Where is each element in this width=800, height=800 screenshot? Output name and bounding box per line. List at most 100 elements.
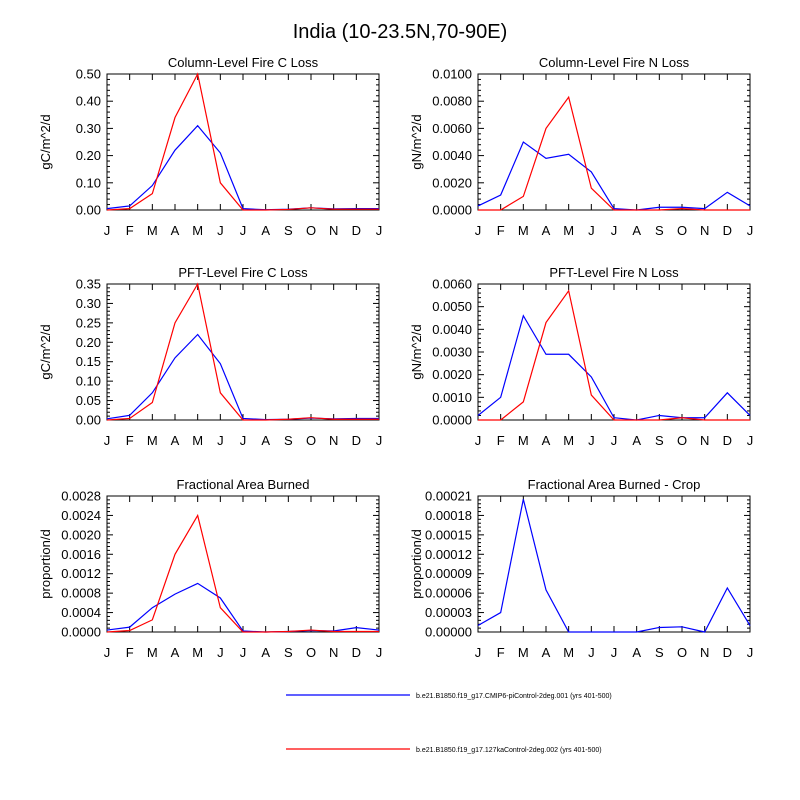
x-tick-label: F — [126, 223, 134, 238]
x-tick-label: J — [747, 433, 754, 448]
x-tick-label: F — [497, 645, 505, 660]
x-tick-label: J — [475, 223, 482, 238]
y-tick-label: 0.50 — [76, 67, 101, 82]
panel-2: Column-Level Fire N Loss gN/m^2/d 0.0000 0.… — [409, 55, 753, 238]
x-tick-label: N — [329, 223, 338, 238]
panel-1: Column-Level Fire C Loss gC/m^2/d 0.00 0.10… — [38, 55, 382, 238]
y-tick-label: 0.30 — [76, 296, 101, 311]
y-tick-label: 0.00018 — [425, 508, 472, 523]
x-tick-label: A — [542, 223, 551, 238]
x-tick-label: N — [329, 645, 338, 660]
x-tick-label: J — [104, 433, 111, 448]
x-tick-label: S — [655, 223, 664, 238]
x-tick-label: J — [104, 645, 111, 660]
y-tick-label: 0.00009 — [425, 566, 472, 581]
x-tick-label: J — [475, 645, 482, 660]
y-axis-label: gC/m^2/d — [38, 324, 53, 379]
x-tick-label: A — [261, 433, 270, 448]
plot-frame — [106, 283, 380, 421]
x-tick-label: M — [563, 645, 574, 660]
x-tick-label: O — [306, 645, 316, 660]
y-tick-label: 0.0012 — [61, 566, 101, 581]
x-tick-label: S — [284, 645, 293, 660]
x-tick-label: J — [475, 433, 482, 448]
y-tick-label: 0.0040 — [432, 148, 472, 163]
y-tick-label: 0.0028 — [61, 489, 101, 504]
series-line — [477, 141, 751, 211]
x-tick-label: F — [497, 223, 505, 238]
x-tick-label: M — [192, 223, 203, 238]
series-line — [106, 582, 380, 633]
series-line — [477, 314, 751, 421]
series-line — [106, 513, 379, 633]
x-tick-label: A — [632, 645, 641, 660]
x-tick-label: M — [147, 223, 158, 238]
panel-title: Column-Level Fire C Loss — [168, 55, 319, 70]
y-tick-label: 0.0016 — [61, 547, 101, 562]
x-tick-label: A — [261, 223, 270, 238]
y-tick-label: 0.0020 — [432, 175, 472, 190]
x-tick-label: A — [171, 433, 180, 448]
y-tick-label: 0.0010 — [432, 390, 472, 405]
panel-title: Column-Level Fire N Loss — [539, 55, 690, 70]
x-tick-label: D — [723, 223, 732, 238]
x-tick-label: A — [171, 223, 180, 238]
y-axis-label: gC/m^2/d — [38, 114, 53, 169]
y-tick-label: 0.30 — [76, 121, 101, 136]
y-tick-label: 0.00000 — [425, 625, 472, 640]
y-tick-label: 0.20 — [76, 335, 101, 350]
legend-label: b.e21.B1850.f19_g17.127kaControl-2deg.00… — [416, 747, 602, 754]
y-tick-label: 0.40 — [76, 94, 101, 109]
y-tick-label: 0.05 — [76, 393, 101, 408]
x-tick-label: S — [284, 433, 293, 448]
figure-title: India (10-23.5N,70-90E) — [293, 21, 508, 43]
y-tick-label: 0.00015 — [425, 527, 472, 542]
x-tick-label: J — [611, 433, 618, 448]
y-tick-label: 0.0020 — [61, 527, 101, 542]
y-tick-label: 0.10 — [76, 374, 101, 389]
x-tick-label: J — [240, 433, 247, 448]
x-tick-label: A — [171, 645, 180, 660]
y-tick-label: 0.35 — [76, 277, 101, 292]
x-tick-label: J — [611, 645, 618, 660]
y-tick-label: 0.0030 — [432, 345, 472, 360]
y-axis-label: gN/m^2/d — [409, 114, 424, 169]
x-tick-label: J — [217, 433, 224, 448]
y-tick-label: 0.00 — [76, 203, 101, 218]
panel-title: PFT-Level Fire N Loss — [549, 265, 679, 280]
y-tick-label: 0.20 — [76, 148, 101, 163]
x-tick-label: F — [126, 433, 134, 448]
x-tick-label: J — [747, 223, 754, 238]
x-tick-label: J — [240, 645, 247, 660]
series-line — [106, 333, 379, 421]
y-tick-label: 0.0080 — [432, 94, 472, 109]
x-tick-label: J — [376, 433, 383, 448]
x-tick-label: D — [352, 223, 361, 238]
x-tick-label: M — [563, 433, 574, 448]
x-tick-label: F — [497, 433, 505, 448]
series-line — [478, 95, 750, 211]
x-tick-label: A — [542, 645, 551, 660]
panel-3: PFT-Level Fire C Loss gC/m^2/d 0.00 0.05 0.1… — [38, 265, 382, 448]
x-tick-label: J — [217, 223, 224, 238]
legend-label: b.e21.B1850.f19_g17.CMIP6-piControl-2deg… — [416, 693, 612, 700]
y-tick-label: 0.0004 — [61, 605, 101, 620]
series-line — [106, 72, 379, 211]
y-tick-label: 0.00021 — [425, 489, 472, 504]
panel-5: Fractional Area Burned proportion/d 0.0000… — [38, 477, 382, 660]
x-tick-label: J — [240, 223, 247, 238]
x-tick-label: M — [192, 433, 203, 448]
y-tick-label: 0.0000 — [432, 413, 472, 428]
series-line — [478, 289, 750, 421]
y-tick-label: 0.0000 — [61, 625, 101, 640]
plot-frame — [477, 283, 751, 421]
x-tick-label: J — [747, 645, 754, 660]
y-tick-label: 0.00003 — [425, 605, 472, 620]
panel-title: Fractional Area Burned — [177, 477, 310, 492]
y-tick-label: 0.00006 — [425, 586, 472, 601]
x-tick-label: O — [677, 223, 687, 238]
x-tick-label: M — [563, 223, 574, 238]
panel-6: Fractional Area Burned - Crop proportion/… — [409, 477, 753, 660]
series-line — [106, 282, 379, 421]
